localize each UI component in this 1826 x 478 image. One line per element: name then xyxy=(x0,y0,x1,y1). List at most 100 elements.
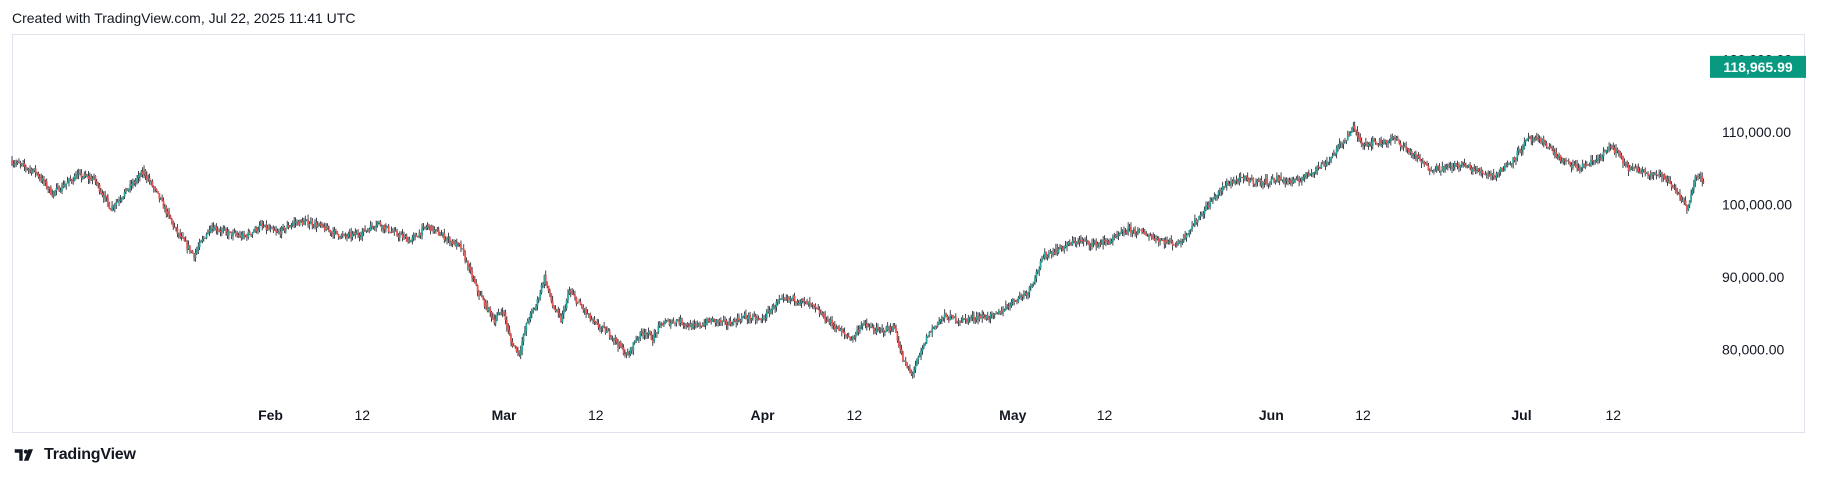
candle xyxy=(1667,175,1670,184)
candle xyxy=(518,350,521,357)
candle xyxy=(991,311,993,319)
candle xyxy=(451,239,454,248)
candle xyxy=(571,287,574,295)
candle xyxy=(1519,148,1522,154)
candle xyxy=(211,222,214,234)
candle xyxy=(665,319,668,323)
candle xyxy=(145,171,148,184)
candle xyxy=(957,318,960,327)
candle xyxy=(1647,171,1649,180)
candle xyxy=(218,228,221,233)
candle xyxy=(1096,241,1099,248)
candle xyxy=(984,313,986,320)
candle xyxy=(578,298,581,303)
candle xyxy=(1331,152,1334,159)
candle xyxy=(1029,283,1032,291)
candle xyxy=(921,345,924,355)
candle xyxy=(123,189,126,199)
candle xyxy=(757,315,760,321)
candle xyxy=(537,297,540,304)
candle xyxy=(949,310,952,321)
candle xyxy=(209,225,212,234)
candle xyxy=(736,313,739,326)
candle xyxy=(471,267,473,282)
candle xyxy=(970,314,972,322)
candle xyxy=(1266,174,1269,187)
candle xyxy=(148,173,151,185)
candle xyxy=(101,189,104,198)
candle xyxy=(195,246,198,255)
candle xyxy=(1427,162,1430,171)
candle xyxy=(394,227,397,232)
footer: TradingView xyxy=(12,446,136,464)
candle xyxy=(1517,145,1520,156)
candle xyxy=(229,231,232,233)
candle xyxy=(785,294,788,302)
candle xyxy=(47,185,50,194)
candle xyxy=(528,317,530,325)
candle xyxy=(371,222,373,230)
candle xyxy=(369,220,372,232)
candle xyxy=(385,223,387,233)
candle xyxy=(672,317,675,324)
candle xyxy=(68,177,70,187)
candle xyxy=(939,318,942,325)
candle xyxy=(323,222,326,233)
last-price-label: 118,965.99 xyxy=(1723,59,1793,75)
candle xyxy=(583,308,586,315)
candle xyxy=(501,307,504,318)
candle xyxy=(36,171,38,176)
candle xyxy=(1562,157,1565,165)
candle xyxy=(415,232,418,237)
candle xyxy=(1659,169,1662,177)
candle xyxy=(1067,240,1070,247)
candle xyxy=(999,310,1002,316)
candle xyxy=(1131,229,1134,238)
candle xyxy=(514,345,517,349)
candle xyxy=(1205,201,1207,212)
candle xyxy=(187,240,190,251)
candle xyxy=(276,228,279,234)
candle xyxy=(676,318,679,322)
candle xyxy=(786,294,789,303)
candle xyxy=(756,314,758,324)
price-tick-label: 100,000.00 xyxy=(1722,196,1792,212)
candle xyxy=(127,188,130,193)
candle xyxy=(208,225,211,237)
candle xyxy=(1225,178,1228,191)
candle xyxy=(1124,228,1127,235)
candle xyxy=(558,308,561,318)
candle xyxy=(1576,159,1579,172)
candle xyxy=(1004,300,1007,311)
candle xyxy=(624,349,626,358)
candle xyxy=(1117,231,1120,241)
candle xyxy=(190,250,193,254)
candle xyxy=(503,309,505,317)
candle xyxy=(1651,172,1654,180)
candle xyxy=(579,298,582,306)
candle xyxy=(1569,161,1572,167)
candle xyxy=(1656,174,1659,177)
candle xyxy=(1277,174,1280,183)
candle xyxy=(1412,153,1415,160)
candle xyxy=(718,318,721,326)
candle xyxy=(84,170,87,179)
candle xyxy=(446,236,448,245)
candle xyxy=(346,233,348,242)
candle xyxy=(1362,142,1364,150)
candle xyxy=(52,190,55,199)
candle xyxy=(775,299,778,312)
candle xyxy=(1113,232,1116,241)
candle xyxy=(1328,156,1331,166)
candle xyxy=(38,174,41,182)
candle xyxy=(1223,185,1225,190)
candle xyxy=(954,313,957,324)
candle xyxy=(750,317,753,324)
time-tick-label: 12 xyxy=(1605,407,1621,423)
candle xyxy=(542,282,544,288)
candle xyxy=(631,346,633,354)
candle xyxy=(747,312,750,324)
candle xyxy=(1624,161,1627,168)
candle xyxy=(150,179,152,186)
